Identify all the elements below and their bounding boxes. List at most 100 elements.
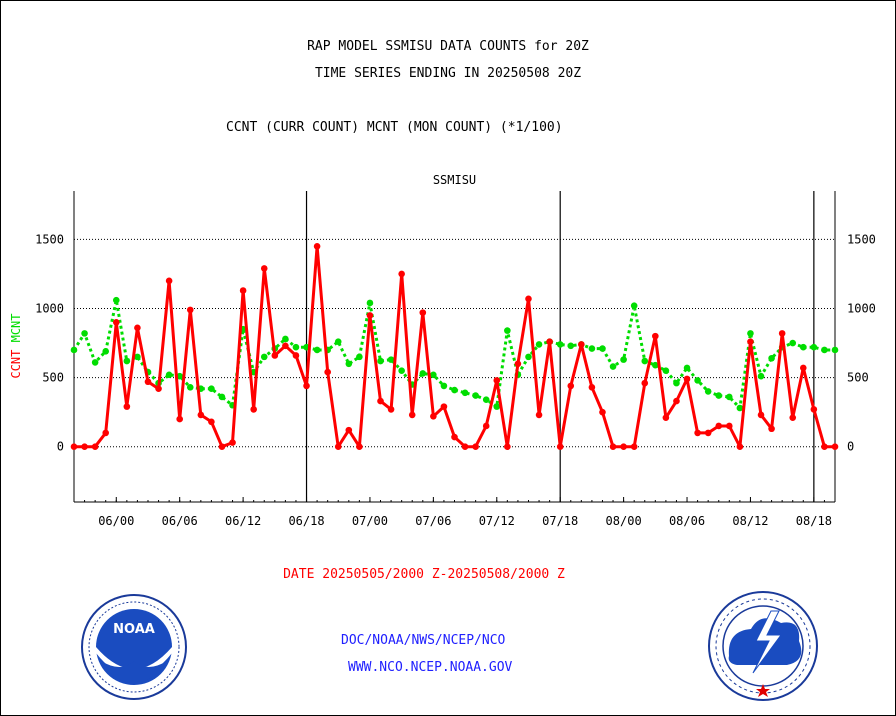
- y-tick-label-right: 1000: [847, 301, 876, 315]
- data-point-mcnt: [91, 359, 99, 366]
- data-point-mcnt: [430, 371, 437, 379]
- y-tick-label-right: 0: [847, 440, 854, 454]
- data-point-ccnt: [282, 342, 289, 350]
- data-point-ccnt: [377, 397, 384, 405]
- data-point-mcnt: [387, 356, 395, 363]
- data-point-ccnt: [704, 429, 712, 437]
- data-point-ccnt: [747, 338, 754, 345]
- data-point-mcnt: [112, 296, 120, 304]
- data-point-mcnt: [440, 382, 448, 390]
- y-tick-label-left: 500: [42, 371, 64, 385]
- y-tick-label-left: 1000: [35, 301, 64, 315]
- chart-subtitle: TIME SERIES ENDING IN 20250508 20Z: [314, 66, 582, 81]
- data-point-ccnt: [789, 414, 797, 421]
- data-point-mcnt: [218, 393, 226, 401]
- data-point-ccnt: [567, 382, 575, 390]
- data-point-mcnt: [799, 343, 807, 351]
- data-point-ccnt: [641, 379, 649, 387]
- data-point-ccnt: [408, 411, 416, 419]
- doc-noaa-link[interactable]: DOC/NOAA/NWS/NCEP/NCO: [341, 633, 506, 648]
- data-point-ccnt: [821, 443, 828, 451]
- data-point-mcnt: [419, 370, 427, 377]
- data-point-ccnt: [260, 265, 268, 272]
- x-tick-label: 08/00: [606, 514, 642, 528]
- data-point-ccnt: [831, 443, 839, 451]
- data-point-ccnt: [144, 378, 152, 386]
- data-point-ccnt: [419, 309, 427, 316]
- data-point-mcnt: [482, 396, 490, 404]
- data-point-mcnt: [768, 354, 775, 362]
- data-point-mcnt: [123, 357, 131, 365]
- data-point-ccnt: [799, 364, 807, 372]
- y-tick-label-right: 500: [847, 371, 869, 385]
- data-point-ccnt: [134, 324, 141, 332]
- data-point-mcnt: [102, 348, 110, 355]
- data-point-ccnt: [673, 397, 680, 405]
- data-point-ccnt: [535, 411, 543, 419]
- data-point-ccnt: [726, 422, 733, 430]
- data-point-mcnt: [620, 356, 627, 363]
- data-point-mcnt: [599, 345, 606, 352]
- data-point-ccnt: [451, 433, 458, 441]
- data-point-mcnt: [641, 357, 649, 365]
- data-point-mcnt: [292, 343, 300, 351]
- data-point-mcnt: [535, 341, 543, 348]
- data-point-ccnt: [599, 408, 606, 416]
- data-point-ccnt: [356, 443, 363, 451]
- data-point-ccnt: [250, 406, 257, 413]
- data-point-mcnt: [673, 379, 680, 387]
- data-point-ccnt: [239, 287, 247, 294]
- data-point-mcnt: [704, 388, 712, 395]
- x-tick-label: 06/12: [225, 514, 261, 528]
- data-point-mcnt: [81, 330, 88, 337]
- data-point-ccnt: [229, 439, 236, 446]
- data-point-ccnt: [810, 406, 818, 413]
- date-range: DATE 20250505/2000 Z-20250508/2000 Z: [283, 567, 565, 582]
- data-point-mcnt: [313, 346, 321, 354]
- data-point-mcnt: [726, 393, 733, 401]
- x-tick-label: 08/06: [669, 514, 705, 528]
- data-point-mcnt: [356, 353, 363, 361]
- data-point-ccnt: [472, 443, 479, 451]
- data-point-ccnt: [546, 338, 553, 345]
- data-point-mcnt: [461, 389, 469, 397]
- data-point-mcnt: [504, 327, 511, 334]
- data-point-ccnt: [70, 443, 78, 451]
- data-point-mcnt: [736, 404, 744, 412]
- data-point-mcnt: [652, 361, 659, 369]
- data-point-ccnt: [578, 341, 585, 348]
- data-point-ccnt: [155, 385, 162, 392]
- nco-website-link[interactable]: WWW.NCO.NCEP.NOAA.GOV: [348, 660, 513, 675]
- x-tick-label: 06/00: [98, 514, 134, 528]
- data-point-mcnt: [757, 372, 765, 380]
- data-point-ccnt: [736, 443, 744, 451]
- data-point-ccnt: [430, 413, 437, 420]
- data-point-mcnt: [398, 367, 405, 374]
- data-point-ccnt: [609, 443, 617, 451]
- data-point-ccnt: [313, 242, 321, 250]
- data-point-ccnt: [493, 377, 501, 384]
- x-tick-label: 07/00: [352, 514, 388, 528]
- data-point-ccnt: [165, 277, 173, 285]
- data-point-mcnt: [493, 403, 501, 410]
- data-point-ccnt: [366, 312, 374, 319]
- data-point-ccnt: [504, 443, 511, 451]
- data-point-ccnt: [440, 403, 448, 410]
- data-point-ccnt: [662, 414, 670, 421]
- data-point-mcnt: [472, 392, 479, 399]
- y-tick-label-right: 1500: [847, 232, 876, 246]
- data-point-ccnt: [482, 422, 490, 430]
- data-point-ccnt: [588, 383, 596, 391]
- data-point-mcnt: [567, 342, 575, 350]
- data-point-ccnt: [334, 443, 342, 451]
- y-label-mcnt: MCNT: [9, 313, 23, 342]
- x-tick-label: 08/12: [732, 514, 768, 528]
- series-description: CCNT (CURR COUNT) MCNT (MON COUNT) (*1/1…: [226, 120, 563, 135]
- x-tick-label: 07/12: [479, 514, 515, 528]
- x-tick-label: 08/18: [796, 514, 832, 528]
- data-point-ccnt: [652, 332, 659, 340]
- data-point-mcnt: [260, 353, 268, 361]
- data-point-ccnt: [387, 406, 395, 413]
- data-point-mcnt: [176, 372, 183, 380]
- data-point-mcnt: [694, 377, 701, 384]
